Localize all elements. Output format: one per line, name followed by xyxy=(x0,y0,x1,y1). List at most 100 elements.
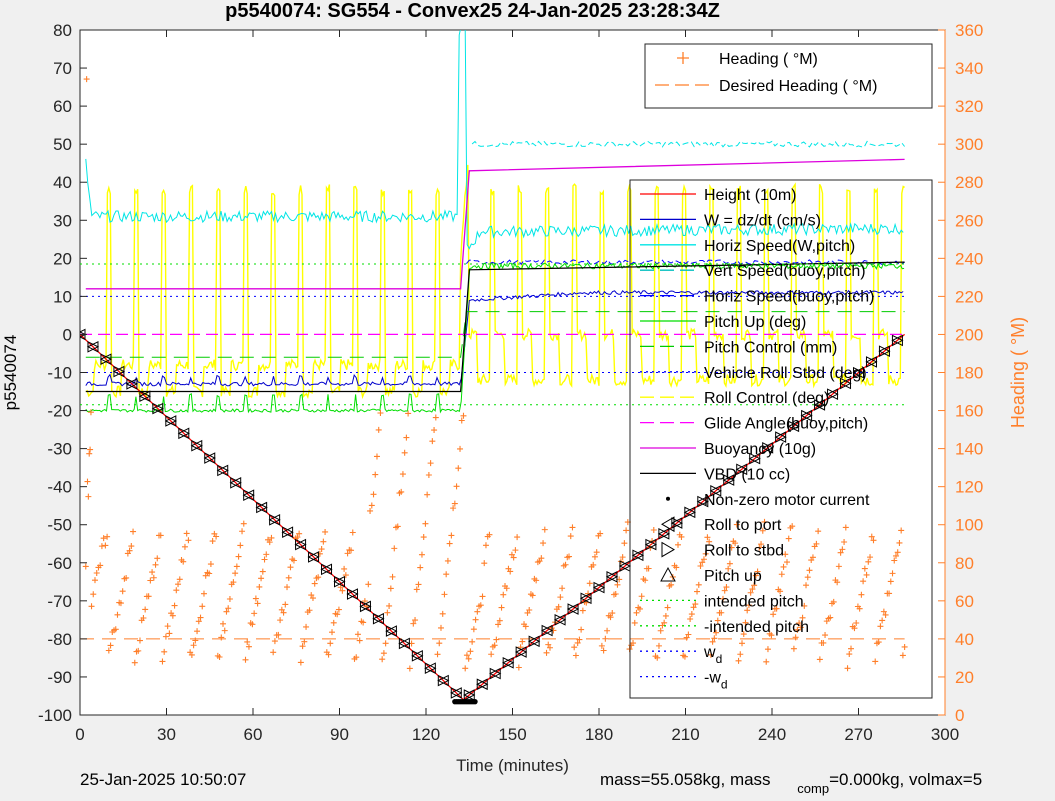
heading-point xyxy=(761,518,768,525)
heading-point xyxy=(607,614,614,621)
heading-point xyxy=(322,528,329,535)
heading-point xyxy=(500,591,507,598)
heading-point xyxy=(702,550,709,557)
heading-point xyxy=(721,587,728,594)
motor-markers xyxy=(80,328,904,705)
heading-point xyxy=(297,659,304,666)
heading-point xyxy=(737,651,744,658)
heading-point xyxy=(258,575,265,582)
heading-point xyxy=(822,632,829,639)
heading-point xyxy=(422,520,429,527)
roll-port-marker xyxy=(735,463,748,476)
heading-point xyxy=(745,602,752,609)
heading-point xyxy=(804,574,811,581)
y-right-tick-label: 20 xyxy=(955,668,974,687)
heading-point xyxy=(394,523,401,530)
legend-swatch xyxy=(660,566,676,582)
heading-point xyxy=(842,524,849,531)
heading-point xyxy=(367,507,374,514)
heading-point xyxy=(839,546,846,553)
roll-port-marker xyxy=(216,464,229,477)
heading-point xyxy=(654,654,661,661)
heading-point xyxy=(233,563,240,570)
heading-point xyxy=(472,616,479,623)
heading-point xyxy=(372,471,379,478)
heading-point xyxy=(470,626,477,633)
x-tick-label: 240 xyxy=(758,725,786,744)
x-tick-label: 90 xyxy=(330,725,349,744)
y-right-tick-label: 60 xyxy=(955,592,974,611)
heading-point xyxy=(188,651,195,658)
heading-point xyxy=(220,620,227,627)
y-left-tick-label: 30 xyxy=(53,211,72,230)
legend-entry-label: Pitch up xyxy=(704,568,762,585)
heading-point xyxy=(380,650,387,657)
heading-point xyxy=(114,611,121,618)
roll-port-marker xyxy=(411,650,423,662)
roll-port-marker xyxy=(476,678,488,691)
heading-point xyxy=(97,562,104,569)
legend-swatch xyxy=(666,496,670,501)
heading-point xyxy=(145,593,152,600)
roll-port-marker xyxy=(294,538,307,551)
legend-entry-label: Roll to stbd xyxy=(704,543,784,560)
heading-point xyxy=(221,627,228,634)
heading-point xyxy=(861,565,868,572)
y-right-tick-label: 200 xyxy=(955,325,983,344)
heading-point xyxy=(600,647,607,654)
roll-port-marker xyxy=(515,646,527,658)
heading-point xyxy=(98,543,105,550)
heading-point xyxy=(846,651,853,658)
heading-point xyxy=(491,642,498,649)
heading-point xyxy=(458,417,465,424)
heading-point xyxy=(664,604,671,611)
heading-point xyxy=(593,549,600,556)
heading-point xyxy=(360,619,367,626)
y-right-tick-label: 240 xyxy=(955,249,983,268)
y-right-tick-label: 180 xyxy=(955,364,983,383)
heading-point xyxy=(882,611,889,618)
roll-port-marker xyxy=(579,592,592,605)
legend-entry-sub: d xyxy=(716,652,723,666)
heading-point xyxy=(389,573,396,580)
heading-point xyxy=(429,438,436,445)
heading-point xyxy=(801,602,808,609)
heading-point xyxy=(213,533,220,540)
y-left-tick-label: -20 xyxy=(47,402,72,421)
heading-point xyxy=(162,633,169,640)
heading-point xyxy=(690,604,697,611)
heading-point xyxy=(87,409,94,416)
heading-point xyxy=(886,590,893,597)
heading-point xyxy=(131,659,138,666)
heading-point xyxy=(797,624,804,631)
legend-swatch xyxy=(661,541,675,558)
heading-point xyxy=(529,592,536,599)
legend-swatch xyxy=(677,52,689,64)
roll-port-marker xyxy=(281,526,294,539)
heading-point xyxy=(809,554,816,561)
heading-point xyxy=(107,642,114,649)
roll-port-marker xyxy=(696,495,709,508)
heading-point xyxy=(713,629,720,636)
heading-point xyxy=(344,550,351,557)
heading-point xyxy=(697,563,704,570)
heading-point xyxy=(631,619,638,626)
heading-point xyxy=(792,634,799,641)
heading-markers xyxy=(82,76,908,672)
heading-point xyxy=(348,547,355,554)
heading-point xyxy=(754,568,761,575)
roll-port-marker xyxy=(761,442,774,454)
roll-port-marker xyxy=(86,340,99,353)
roll-port-marker xyxy=(398,637,410,650)
heading-point xyxy=(398,488,405,495)
y-left-tick-label: 10 xyxy=(53,287,72,306)
x-tick-label: 180 xyxy=(585,725,613,744)
heading-point xyxy=(749,586,756,593)
heading-point xyxy=(796,620,803,627)
heading-point xyxy=(735,657,742,664)
heading-point xyxy=(82,563,89,570)
heading-point xyxy=(119,588,126,595)
heading-point xyxy=(794,626,801,633)
heading-point xyxy=(891,557,898,564)
y-left-tick-label: 0 xyxy=(63,325,72,344)
